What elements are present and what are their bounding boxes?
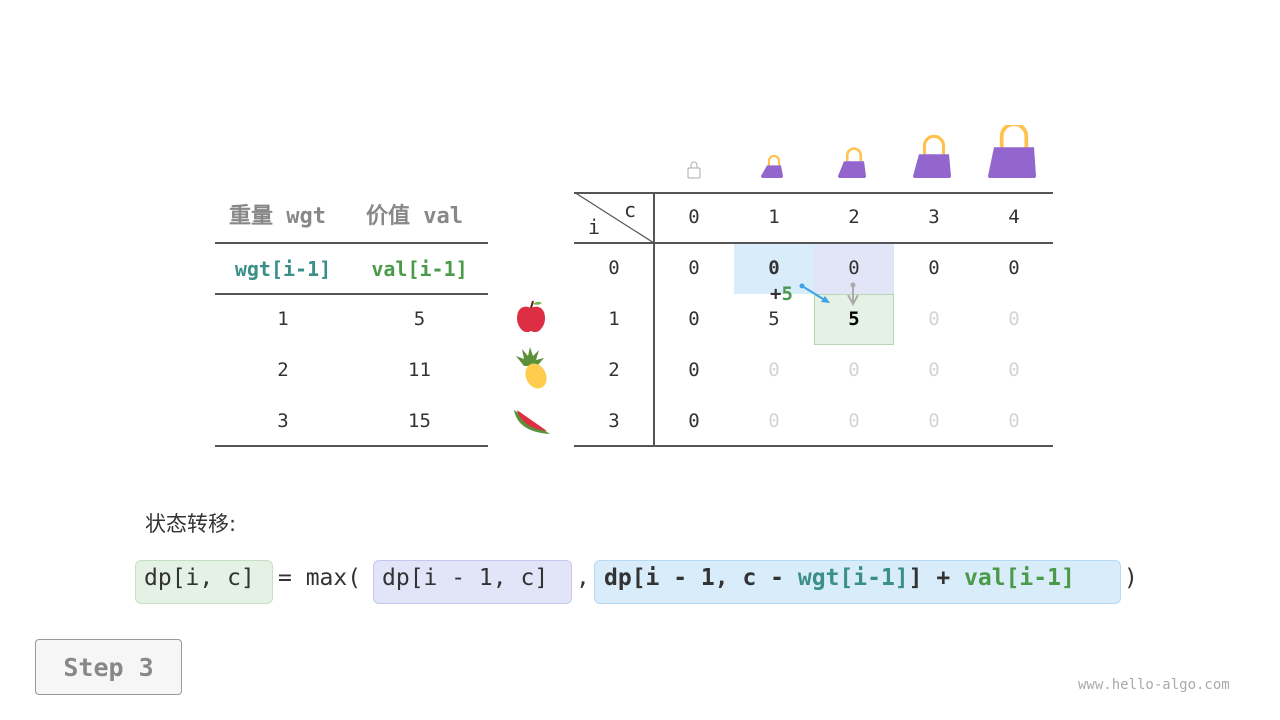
gray-arrow — [847, 282, 859, 307]
dp-cell: 0 — [928, 359, 940, 381]
formula-comma: , — [576, 565, 590, 591]
dp-cell: 0 — [688, 359, 700, 381]
row-header: 3 — [608, 410, 620, 432]
empty-bag-icon — [687, 161, 701, 179]
col-header: 1 — [768, 206, 780, 228]
plus-annotation: +5 — [770, 283, 793, 305]
col-header: 3 — [928, 206, 940, 228]
capacity-bag-icons — [687, 125, 1036, 179]
formula-term-a: dp[i - 1, c] — [382, 565, 549, 591]
dp-cell: 0 — [768, 257, 780, 279]
dp-cell: 0 — [848, 410, 860, 432]
dp-cell: 0 — [688, 257, 700, 279]
dp-cell: 0 — [688, 308, 700, 330]
header-value: 价值 val — [366, 204, 463, 229]
dp-cell: 5 — [768, 308, 780, 330]
corner-row-label: i — [588, 215, 601, 239]
dp-cell: 0 — [848, 359, 860, 381]
watermelon-icon — [514, 410, 550, 434]
dp-cell: 0 — [1008, 359, 1020, 381]
dp-cell: 0 — [768, 359, 780, 381]
watermark: www.hello-algo.com — [1078, 677, 1230, 693]
transition-arrows — [799, 282, 859, 307]
dp-cell: 0 — [1008, 410, 1020, 432]
formula-close: ) — [1124, 565, 1138, 591]
dp-cell: 0 — [1008, 257, 1020, 279]
dp-cell: 0 — [768, 410, 780, 432]
dp-cell: 0 — [928, 257, 940, 279]
dp-cell: 0 — [848, 257, 860, 279]
bag-icon — [761, 154, 783, 178]
row-header: 1 — [608, 308, 620, 330]
value-cell: 11 — [408, 359, 431, 381]
dp-cell: 0 — [928, 308, 940, 330]
formula-label: 状态转移: — [145, 512, 237, 536]
weight-cell: 3 — [277, 410, 289, 432]
step-button[interactable]: Step 3 — [35, 639, 182, 695]
weight-cell: 1 — [277, 308, 289, 330]
header-weight: 重量 wgt — [229, 204, 326, 229]
row-header: 2 — [608, 359, 620, 381]
blue-arrow — [799, 283, 830, 303]
col-header: 4 — [1008, 206, 1020, 228]
dp-cell: 0 — [1008, 308, 1020, 330]
bag-icon — [838, 147, 866, 178]
item-icons — [514, 300, 550, 434]
weight-cell: 2 — [277, 359, 289, 381]
formula-lhs: dp[i, c] — [144, 565, 255, 591]
formula-max: = max( — [278, 565, 362, 591]
dp-cell: 0 — [688, 410, 700, 432]
formula-term-b: dp[i - 1, c - wgt[i-1]] + val[i-1] — [604, 565, 1075, 591]
col-header: 0 — [688, 206, 700, 228]
row-header: 0 — [608, 257, 620, 279]
bag-icon — [913, 134, 951, 178]
subheader-val: val[i-1] — [371, 257, 468, 281]
value-cell: 5 — [413, 308, 426, 330]
pineapple-icon — [516, 347, 547, 389]
corner-diagonal — [574, 192, 654, 244]
apple-icon — [517, 300, 545, 333]
bag-icon — [988, 125, 1036, 178]
subheader-wgt: wgt[i-1] — [234, 257, 332, 281]
dp-cell: 0 — [928, 410, 940, 432]
dp-cell: 5 — [848, 308, 860, 330]
corner-col-label: c — [624, 198, 637, 222]
value-cell: 15 — [408, 410, 431, 432]
col-header: 2 — [848, 206, 860, 228]
